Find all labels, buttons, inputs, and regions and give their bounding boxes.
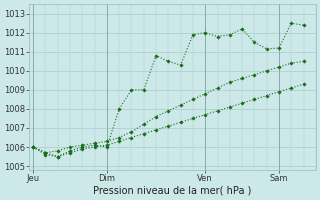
X-axis label: Pression niveau de la mer( hPa ): Pression niveau de la mer( hPa ) <box>93 186 252 196</box>
